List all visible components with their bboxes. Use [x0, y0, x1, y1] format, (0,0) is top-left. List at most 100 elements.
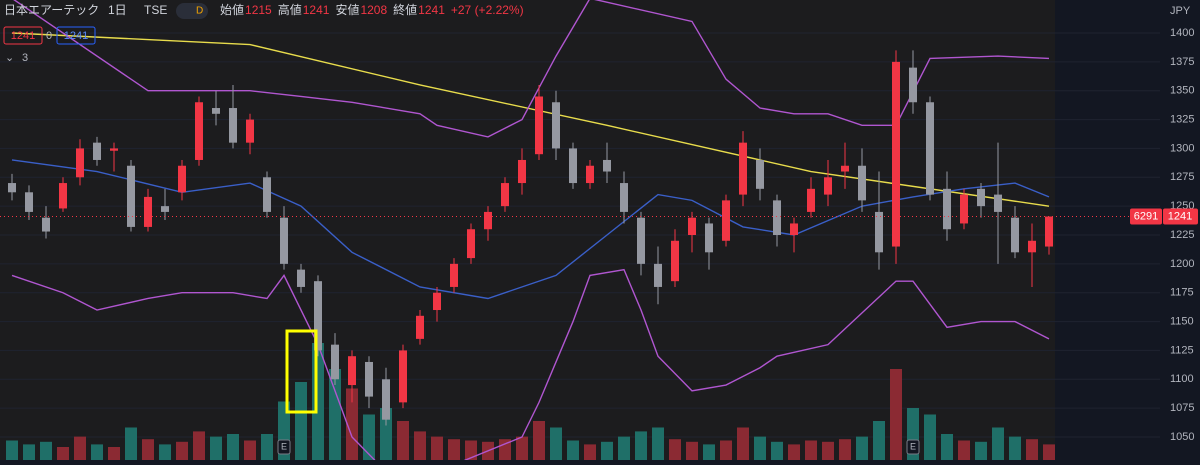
ohlc-label: 高値: [278, 2, 302, 17]
sell-price[interactable]: 1241: [11, 30, 35, 42]
volume-bar: [261, 434, 273, 460]
volume-bar: [414, 431, 426, 460]
volume-bar: [805, 440, 817, 460]
volume-bar: [686, 441, 698, 460]
candle-body: [620, 183, 628, 212]
candle-body: [858, 165, 866, 201]
candle-body: [535, 96, 543, 155]
volume-bar: [652, 427, 664, 460]
symbol-name: 日本エアーテック: [4, 3, 99, 17]
ohlc-value: 1215: [245, 3, 272, 17]
candle-body: [960, 194, 968, 224]
volume-bar: [822, 441, 834, 460]
volume-bar: [941, 434, 953, 460]
volume-bar: [448, 439, 460, 460]
change: +27 (+2.22%): [451, 3, 524, 17]
volume-bar: [550, 427, 562, 460]
volume-bar: [23, 444, 35, 460]
candle-body: [943, 188, 951, 230]
volume-bar: [737, 427, 749, 460]
candle-body: [824, 177, 832, 195]
highlight-box: [285, 329, 318, 414]
candle-body: [76, 148, 84, 178]
volume-bar: [992, 427, 1004, 460]
candle-body: [756, 159, 764, 189]
volume-bar: [346, 388, 358, 460]
event-marker: [906, 439, 920, 455]
spread: 0: [46, 30, 52, 42]
candle-body: [127, 165, 135, 227]
candle-body: [161, 206, 169, 212]
event-label: E: [910, 441, 916, 451]
volume-bar: [1009, 436, 1021, 460]
volume-bar: [363, 414, 375, 460]
ohlc-value: 1208: [360, 3, 387, 17]
volume-bar: [431, 436, 443, 460]
volume-bar: [108, 447, 120, 460]
y-tick-label: 1375: [1170, 56, 1194, 68]
volume-bar: [669, 439, 681, 460]
volume-bar: [754, 436, 766, 460]
volume-bar: [584, 444, 596, 460]
y-tick-label: 1275: [1170, 171, 1194, 183]
candle-body: [59, 183, 67, 209]
volume-bar: [924, 414, 936, 460]
volume-bar: [601, 441, 613, 460]
exchange: TSE: [144, 3, 167, 17]
volume-bar: [567, 440, 579, 460]
volume-bar: [176, 441, 188, 460]
candle-body: [977, 188, 985, 207]
volume-bar: [771, 441, 783, 460]
y-tick-label: 1150: [1170, 315, 1194, 327]
candle-body: [297, 269, 305, 287]
candle-body: [552, 102, 560, 149]
volume-bar: [6, 440, 18, 460]
volume-bar: [618, 436, 630, 460]
candle-body: [178, 165, 186, 193]
candle-body: [603, 159, 611, 172]
candle-body: [926, 102, 934, 195]
mode-pill[interactable]: [176, 3, 208, 19]
event-marker: [277, 439, 291, 455]
volume-tag: [1130, 208, 1162, 225]
candle-body: [450, 263, 458, 287]
volume-bar: [210, 436, 222, 460]
candle-body: [773, 200, 781, 235]
ohlc-label: 終値: [393, 2, 417, 17]
price-tag: [1163, 208, 1198, 225]
volume-tag-label: 6291: [1134, 210, 1158, 222]
y-tick-label: 1175: [1170, 287, 1194, 299]
currency[interactable]: JPY: [1170, 5, 1191, 17]
volume-bar: [244, 440, 256, 460]
candle-body: [416, 315, 424, 339]
candle-body: [263, 177, 271, 212]
mode[interactable]: D: [196, 6, 203, 17]
volume-bar: [295, 382, 307, 460]
candle-body: [654, 263, 662, 287]
candle-body: [433, 292, 441, 311]
overlay-line: [11, 32, 1050, 207]
y-tick-label: 1225: [1170, 229, 1194, 241]
volume-bar: [142, 439, 154, 460]
buy-box[interactable]: [56, 26, 96, 45]
indicator-count[interactable]: 3: [22, 52, 28, 64]
candle-body: [1011, 217, 1019, 253]
event-label: E: [281, 441, 287, 451]
y-tick-label: 1325: [1170, 113, 1194, 125]
candle-body: [586, 165, 594, 184]
candle-body: [331, 344, 339, 380]
candle-body: [8, 183, 16, 193]
indicator-toggle[interactable]: ⌄: [5, 52, 14, 64]
ohlc-value: 1241: [303, 3, 330, 17]
candle-body: [722, 200, 730, 241]
candle-body: [93, 142, 101, 160]
sell-box[interactable]: [3, 26, 43, 45]
ohlc-label: 安値: [335, 2, 359, 17]
candle-body: [739, 142, 747, 195]
volume-bar: [193, 431, 205, 460]
buy-price[interactable]: 1241: [64, 30, 88, 42]
volume-bar: [465, 440, 477, 460]
candle-body: [501, 183, 509, 207]
volume-bar: [91, 444, 103, 460]
